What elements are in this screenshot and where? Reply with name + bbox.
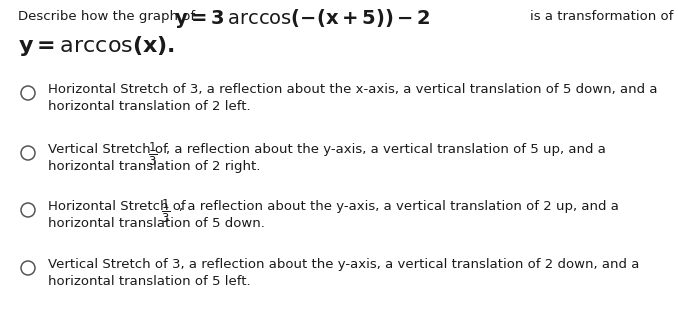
Text: $\frac{1}{3}$: $\frac{1}{3}$ [161, 198, 170, 225]
Text: Describe how the graph of: Describe how the graph of [18, 10, 199, 23]
Text: is a transformation of: is a transformation of [530, 10, 673, 23]
Text: , a reflection about the y-axis, a vertical translation of 5 up, and a: , a reflection about the y-axis, a verti… [166, 143, 606, 156]
Text: horizontal translation of 2 left.: horizontal translation of 2 left. [48, 100, 251, 113]
Text: horizontal translation of 2 right.: horizontal translation of 2 right. [48, 160, 260, 173]
Text: , a reflection about the y-axis, a vertical translation of 2 up, and a: , a reflection about the y-axis, a verti… [179, 200, 619, 213]
Text: $\mathbf{y = 3\,\mathrm{arccos}(-(x+5))-2}$: $\mathbf{y = 3\,\mathrm{arccos}(-(x+5))-… [174, 7, 431, 30]
Text: Horizontal Stretch of 3, a reflection about the x-axis, a vertical translation o: Horizontal Stretch of 3, a reflection ab… [48, 83, 658, 96]
Text: $\mathbf{y = \mathrm{arccos}(x).}$: $\mathbf{y = \mathrm{arccos}(x).}$ [18, 34, 175, 58]
Text: horizontal translation of 5 down.: horizontal translation of 5 down. [48, 217, 265, 230]
Text: Horizontal Stretch of: Horizontal Stretch of [48, 200, 190, 213]
Text: $\frac{1}{3}$: $\frac{1}{3}$ [148, 141, 157, 168]
Text: Vertical Stretch of: Vertical Stretch of [48, 143, 172, 156]
Text: horizontal translation of 5 left.: horizontal translation of 5 left. [48, 275, 251, 288]
Text: Vertical Stretch of 3, a reflection about the y-axis, a vertical translation of : Vertical Stretch of 3, a reflection abou… [48, 258, 639, 271]
